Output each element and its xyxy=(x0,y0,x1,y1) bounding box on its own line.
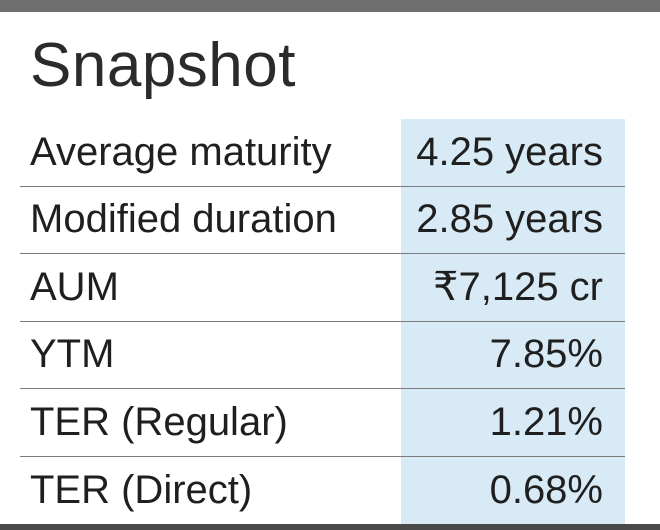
row-value: 2.85 years xyxy=(416,197,603,242)
row-value: 0.68% xyxy=(489,467,603,512)
row-average-maturity: Average maturity 4.25 years xyxy=(20,119,625,187)
row-label: AUM xyxy=(30,264,119,309)
snapshot-title: Snapshot xyxy=(30,31,296,100)
snapshot-table: Average maturity 4.25 years Modified dur… xyxy=(20,119,625,524)
row-ter-direct: TER (Direct) 0.68% xyxy=(20,457,625,525)
row-label: TER (Direct) xyxy=(30,467,253,512)
row-value: 7.85% xyxy=(489,332,603,377)
bottom-rule xyxy=(0,524,660,530)
row-label: Modified duration xyxy=(30,197,337,242)
row-ytm: YTM 7.85% xyxy=(20,322,625,389)
row-aum: AUM ₹7,125 cr xyxy=(20,254,625,322)
top-bar xyxy=(0,0,660,12)
row-value: 1.21% xyxy=(489,399,603,444)
row-label: TER (Regular) xyxy=(30,399,288,444)
row-label: Average maturity xyxy=(30,129,332,174)
row-value: ₹7,125 cr xyxy=(433,265,603,310)
row-modified-duration: Modified duration 2.85 years xyxy=(20,187,625,254)
value-column-highlight xyxy=(401,119,625,524)
row-label: YTM xyxy=(30,332,115,377)
row-ter-regular: TER (Regular) 1.21% xyxy=(20,389,625,457)
row-value: 4.25 years xyxy=(416,129,603,174)
